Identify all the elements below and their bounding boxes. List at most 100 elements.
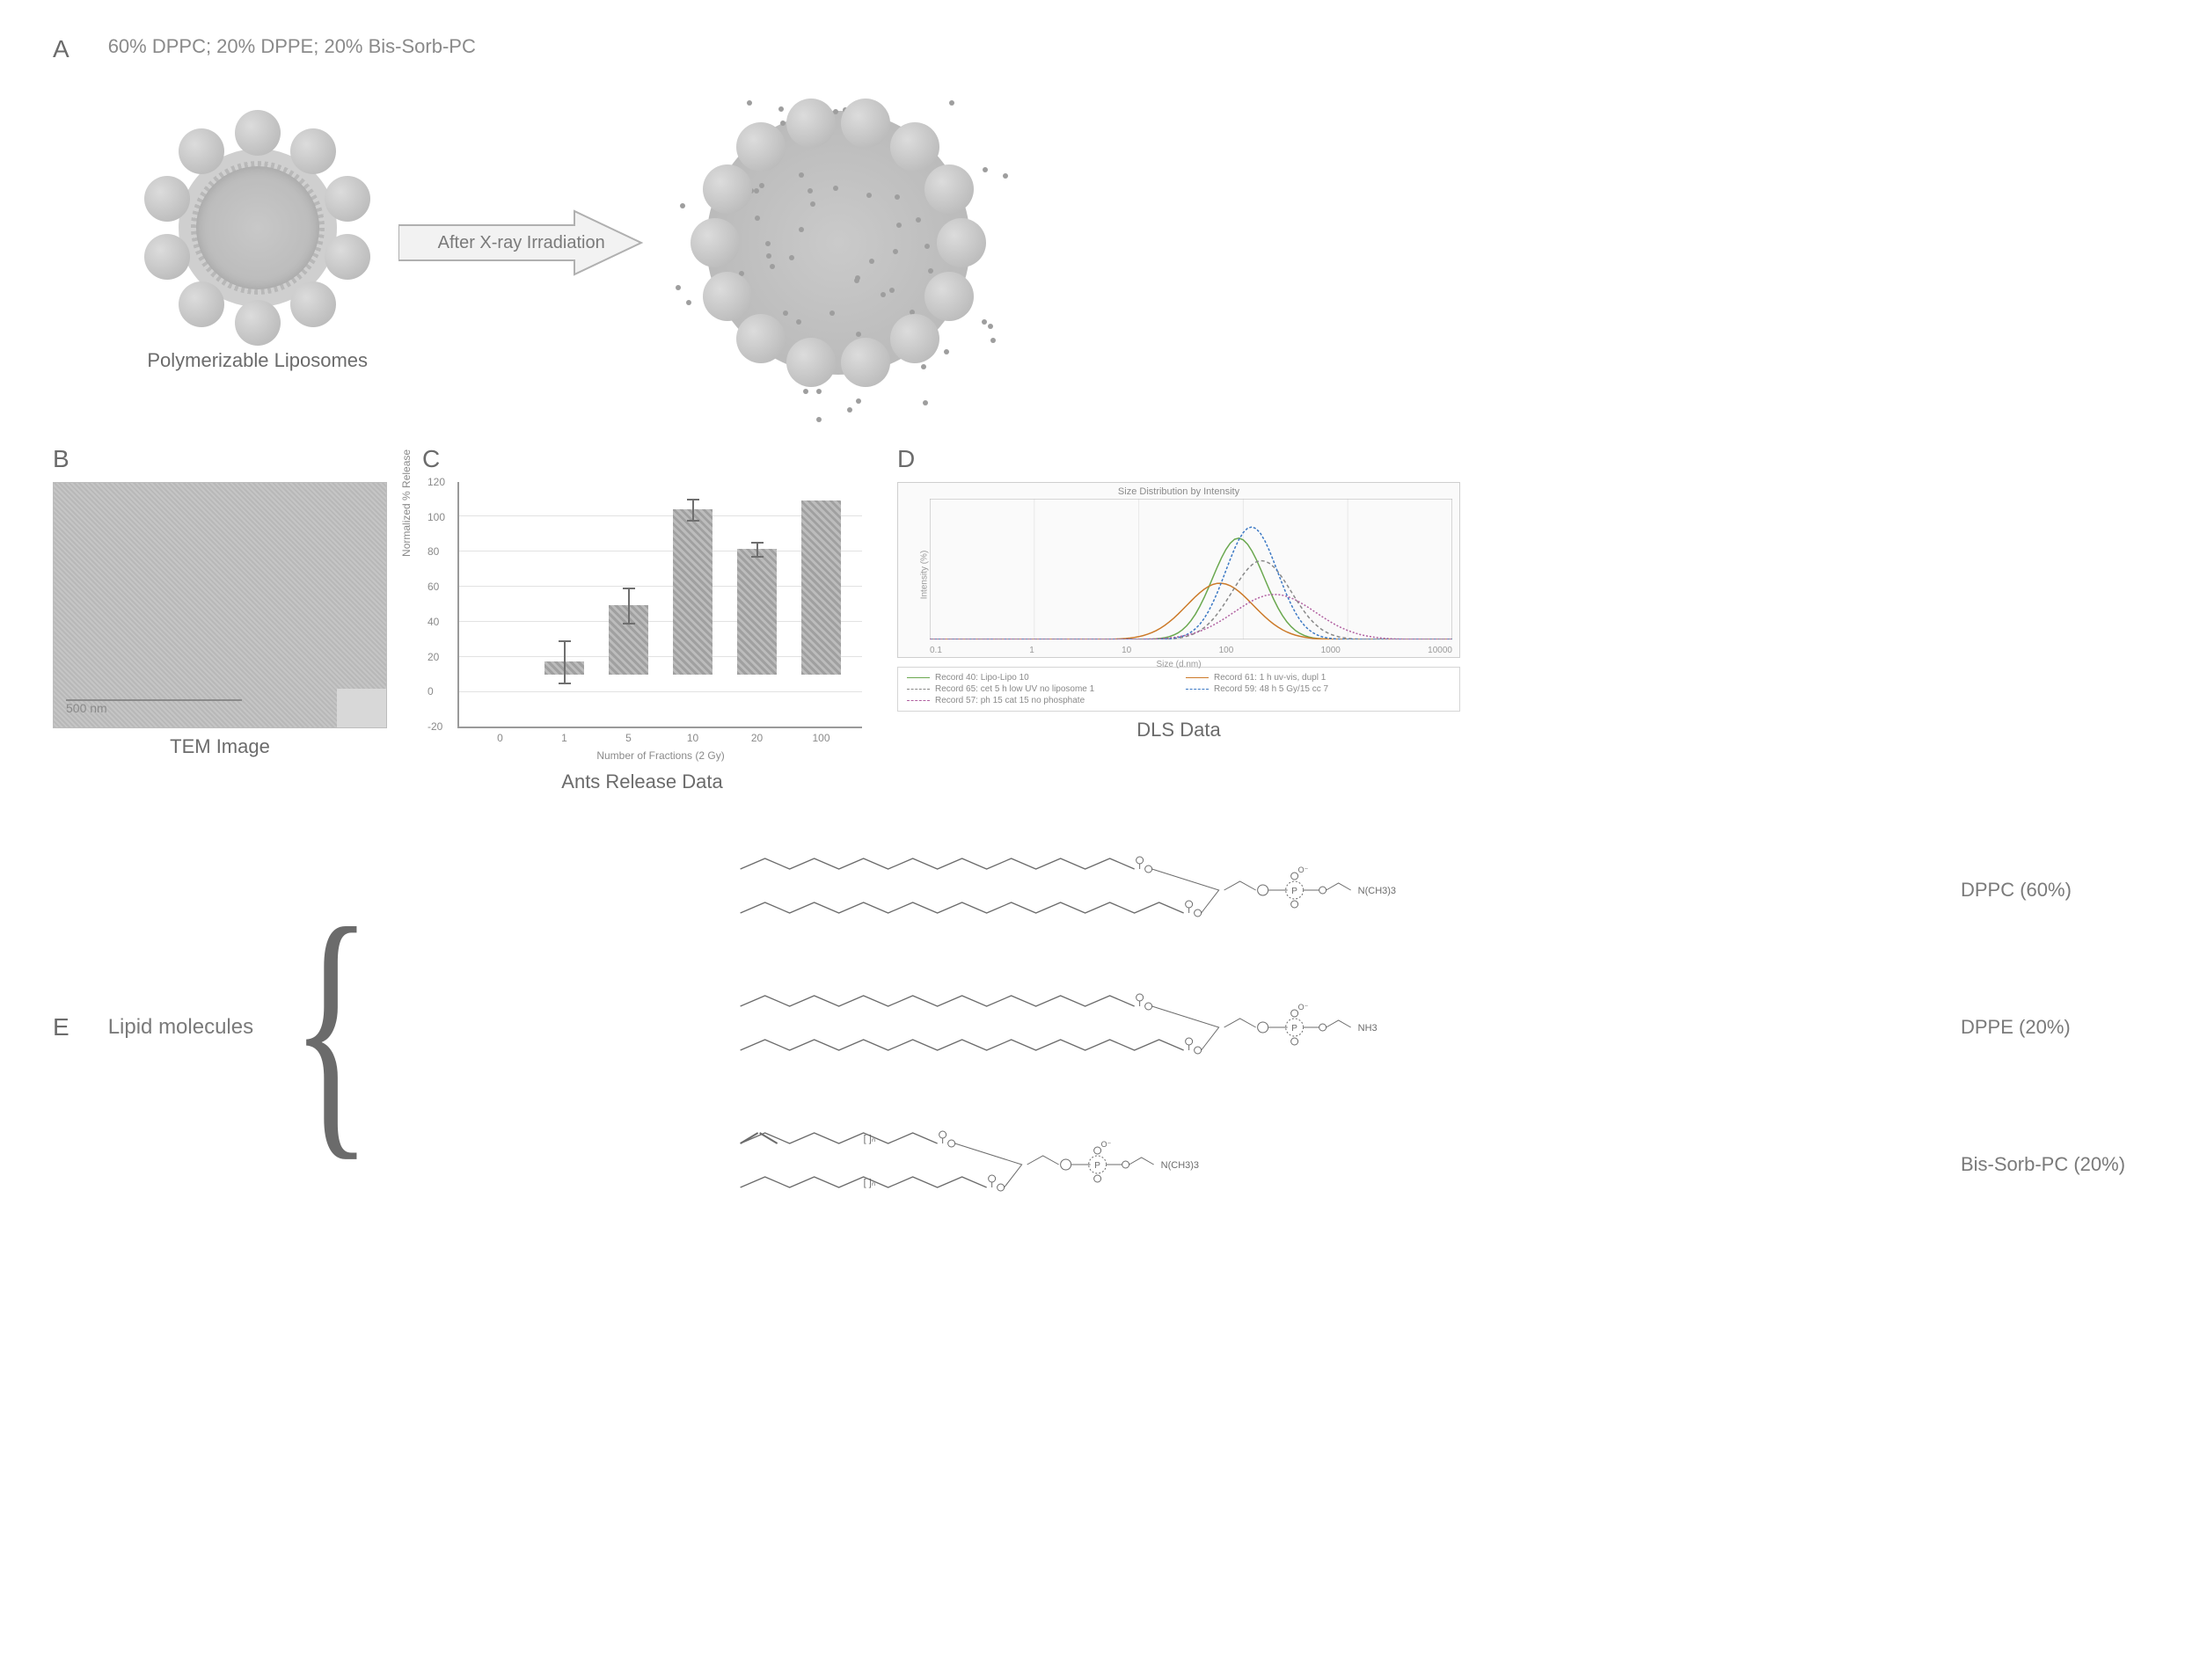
nanoparticle	[179, 281, 224, 327]
nanoparticle	[235, 110, 281, 156]
d-xtick: 1000	[1321, 646, 1341, 655]
panel-b-caption: TEM Image	[170, 735, 270, 758]
released-dot	[686, 300, 691, 305]
d-xtick: 0.1	[930, 646, 942, 655]
legend-item: Record 40: Lipo-Lipo 10	[907, 673, 1172, 683]
released-dot	[770, 264, 775, 269]
nanoparticle	[841, 338, 890, 387]
panel-c-caption: Ants Release Data	[561, 771, 722, 793]
panel-e-label: E	[53, 1013, 69, 1041]
panel-bcd-row: B 500 nm TEM Image C Normalized % Releas…	[53, 445, 2154, 793]
liposome-before	[143, 113, 372, 342]
lipid-molecules-label: Lipid molecules	[108, 1015, 253, 1040]
d-xtick: 10000	[1428, 646, 1452, 655]
released-dot	[916, 217, 921, 223]
released-dot	[944, 349, 949, 354]
released-dot	[783, 310, 788, 316]
panel-c-label: C	[422, 445, 440, 473]
released-dot	[765, 241, 771, 246]
released-dot	[988, 324, 993, 329]
c-xlabel: Number of Fractions (2 Gy)	[596, 749, 724, 762]
lipid-name: Bis-Sorb-PC (20%)	[1961, 1153, 2154, 1176]
bar	[609, 605, 648, 675]
nanoparticle	[703, 272, 752, 321]
c-xtick: 0	[480, 732, 520, 744]
dls-legend: Record 40: Lipo-Lipo 10Record 61: 1 h uv…	[897, 667, 1460, 712]
lipid-row: PO⁻NH3 DPPE (20%)	[417, 975, 2154, 1080]
released-dot	[833, 186, 838, 191]
legend-item: Record 65: cet 5 h low UV no liposome 1	[907, 684, 1172, 694]
svg-text:[ ]ₙ: [ ]ₙ	[863, 1178, 875, 1188]
released-dot	[808, 188, 813, 194]
c-xtick: 20	[737, 732, 777, 744]
panel-d-caption: DLS Data	[1136, 719, 1220, 741]
lipid-structure: [ ]ₙ[ ]ₙPO⁻N(CH3)3	[417, 1112, 1926, 1217]
released-dot	[949, 100, 954, 106]
released-dot	[924, 244, 930, 249]
released-dot	[759, 183, 764, 188]
released-dot	[982, 319, 987, 325]
released-dot	[766, 253, 771, 259]
nanoparticle	[325, 176, 370, 222]
released-dot	[789, 255, 794, 260]
bar	[544, 661, 584, 676]
c-ylabel: Normalized % Release	[400, 449, 413, 557]
liposome-after	[671, 76, 1005, 410]
released-dot	[680, 203, 685, 208]
svg-text:N(CH3)3: N(CH3)3	[1160, 1160, 1198, 1171]
released-dot	[923, 400, 928, 405]
d-ylabel: Intensity (%)	[919, 551, 929, 600]
released-dot	[866, 193, 872, 198]
panel-a-caption-left: Polymerizable Liposomes	[143, 349, 372, 372]
released-dot	[896, 223, 902, 228]
release-bar-chart: Normalized % Release Number of Fractions…	[457, 482, 862, 728]
panel-e: E Lipid molecules { PO⁻N(CH3)3DPPC (60%)…	[53, 837, 2154, 1217]
released-dot	[847, 407, 852, 413]
panel-a: A 60% DPPC; 20% DPPE; 20% Bis-Sorb-PC Po…	[53, 35, 2154, 410]
released-dot	[796, 319, 801, 325]
released-dot	[754, 188, 759, 194]
svg-text:P: P	[1094, 1161, 1100, 1171]
c-ytick: 120	[428, 476, 445, 488]
c-ytick: 20	[428, 651, 439, 663]
bar	[737, 549, 777, 675]
nanoparticle	[924, 164, 974, 214]
lipid-structure: PO⁻NH3	[417, 975, 1926, 1080]
lipid-name: DPPE (20%)	[1961, 1016, 2154, 1039]
svg-text:N(CH3)3: N(CH3)3	[1357, 886, 1395, 896]
lipid-row: PO⁻N(CH3)3DPPC (60%)	[417, 837, 2154, 943]
panel-d: D Size Distribution by Intensity Intensi…	[897, 445, 1460, 741]
c-ytick: 40	[428, 616, 439, 628]
released-dot	[755, 215, 760, 221]
irradiation-arrow: After X-ray Irradiation	[398, 208, 645, 278]
panel-c: C Normalized % Release Number of Fractio…	[422, 445, 862, 793]
released-dot	[869, 259, 874, 264]
d-xtick: 10	[1122, 646, 1131, 655]
svg-text:O⁻: O⁻	[1100, 1140, 1111, 1149]
svg-text:O⁻: O⁻	[1297, 1003, 1308, 1012]
released-dot	[676, 285, 681, 290]
released-dot	[928, 268, 933, 274]
released-dot	[895, 194, 900, 200]
released-dot	[889, 288, 895, 293]
bar	[801, 500, 841, 676]
panel-d-label: D	[897, 445, 915, 473]
released-dot	[893, 249, 898, 254]
released-dot	[816, 417, 822, 422]
panel-b: B 500 nm TEM Image	[53, 445, 387, 758]
panel-b-label: B	[53, 445, 69, 473]
nanoparticle	[691, 218, 740, 267]
nanoparticle	[786, 99, 836, 148]
nanoparticle	[179, 128, 224, 174]
c-ytick: 60	[428, 581, 439, 593]
d-xtick: 1	[1029, 646, 1034, 655]
released-dot	[881, 292, 886, 297]
released-dot	[990, 338, 996, 343]
released-dot	[983, 167, 988, 172]
legend-item: Record 57: ph 15 cat 15 no phosphate	[907, 696, 1172, 705]
nanoparticle	[924, 272, 974, 321]
c-xtick: 100	[801, 732, 841, 744]
nanoparticle	[144, 176, 190, 222]
figure: A 60% DPPC; 20% DPPE; 20% Bis-Sorb-PC Po…	[53, 35, 2154, 1217]
released-dot	[816, 389, 822, 394]
